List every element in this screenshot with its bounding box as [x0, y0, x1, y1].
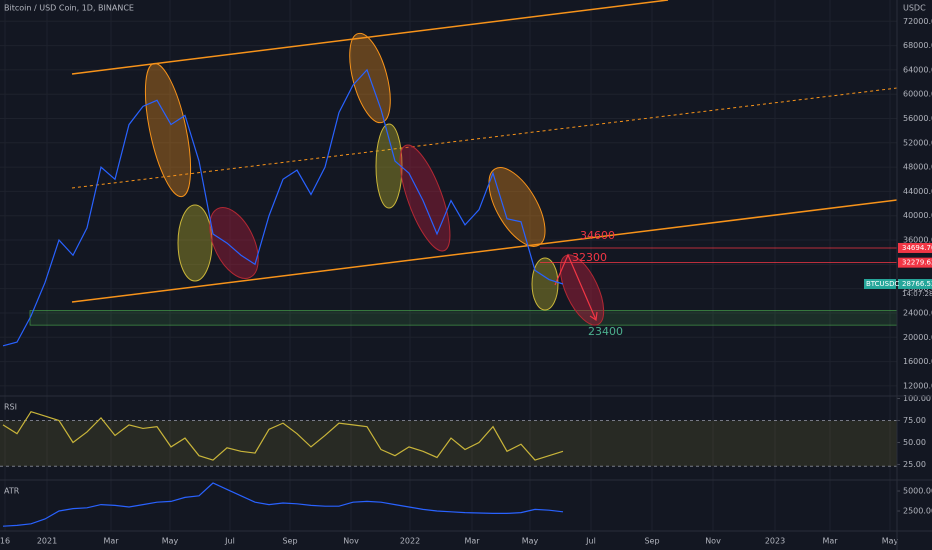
y-tick-label: 50.00 — [903, 438, 926, 447]
x-tick-label: Jul — [585, 537, 596, 546]
highlight — [177, 204, 213, 282]
symbol-tag-bg — [864, 278, 896, 289]
y-axis-label: USDC — [903, 4, 926, 13]
x-tick-label: 16 — [0, 537, 10, 546]
price-tag-label: 32279.62 — [902, 259, 932, 267]
x-tick-label: Mar — [822, 537, 838, 546]
price-tag — [898, 242, 932, 253]
rsi-band — [0, 420, 897, 467]
y-tick-label: 100.00 — [903, 394, 931, 403]
highlight — [531, 257, 559, 311]
y-tick-label: 24000.00 — [903, 308, 932, 317]
x-tick-label: 2022 — [400, 537, 420, 546]
y-tick-label: 52000.00 — [903, 138, 932, 147]
x-tick-label: May — [162, 537, 179, 546]
x-tick-label: Nov — [705, 537, 721, 546]
annotation: 32300 — [572, 251, 607, 264]
projection-arrow — [554, 253, 597, 321]
annotation: 23400 — [588, 325, 623, 338]
x-tick-label: May — [522, 537, 539, 546]
zone — [29, 310, 898, 326]
y-tick-label: 40000.00 — [903, 211, 932, 220]
y-tick-label: 36000.00 — [903, 236, 932, 245]
y-tick-label: 44000.00 — [903, 187, 932, 196]
y-tick-label: 20000.00 — [903, 333, 932, 342]
x-tick-label: Sep — [644, 537, 659, 546]
x-tick-label: May — [882, 537, 899, 546]
arrow-head — [589, 311, 598, 322]
highlight — [399, 144, 451, 252]
x-tick-label: 2021 — [37, 537, 57, 546]
x-tick-label: Jul — [224, 537, 235, 546]
symbol-tag: BTCUSDC — [866, 280, 900, 288]
y-tick-label: 12000.00 — [903, 381, 932, 390]
highlight — [559, 254, 605, 326]
channel-top — [71, 0, 669, 75]
indicator-line — [2, 482, 564, 527]
price-tag-label: 28766.52 — [902, 280, 932, 288]
indicator-line — [2, 410, 564, 461]
y-tick-label: 56000.00 — [903, 114, 932, 123]
channel-mid — [71, 87, 898, 189]
y-tick-label: 2500.00 — [903, 507, 932, 516]
x-tick-label: 2023 — [765, 537, 785, 546]
support-zone — [29, 310, 898, 326]
highlight — [375, 123, 403, 209]
grid — [0, 0, 897, 531]
price-tag-label: 34694.70 — [902, 244, 932, 252]
drawings: 34600 32300 23400 — [71, 0, 898, 338]
y-tick-label: 64000.00 — [903, 65, 932, 74]
x-tick-label: Sep — [282, 537, 297, 546]
channel-bottom — [71, 199, 898, 303]
x-tick-label: Nov — [343, 537, 359, 546]
chart-title: Bitcoin / USD Coin, 1D, BINANCE — [4, 4, 134, 13]
highlight — [488, 167, 546, 247]
y-tick-label: 5000.00 — [903, 487, 932, 496]
y-tick-label: 16000.00 — [903, 357, 932, 366]
annotation: 34600 — [580, 229, 615, 242]
y-tick-label: 60000.00 — [903, 90, 932, 99]
highlight — [209, 207, 259, 279]
y-tick-label: 25.00 — [903, 460, 926, 469]
x-tick-label: Mar — [464, 537, 480, 546]
pane-label: RSI — [4, 403, 17, 412]
x-tick-label: Mar — [103, 537, 119, 546]
y-tick-label: 48000.00 — [903, 163, 932, 172]
price-tag — [898, 278, 932, 289]
price-tag — [898, 257, 932, 268]
highlight — [144, 62, 192, 198]
countdown: 14:07:28 — [902, 290, 932, 298]
price-line — [2, 68, 564, 347]
y-tick-label: 72000.00 — [903, 17, 932, 26]
y-tick-label: 68000.00 — [903, 41, 932, 50]
plot: 16 2021 Mar May Jul Sep Nov 2022 Mar May Jul Sep Nov… — [0, 17, 932, 546]
pane-label: ATR — [4, 487, 20, 496]
y-tick-label: 75.00 — [903, 416, 926, 425]
